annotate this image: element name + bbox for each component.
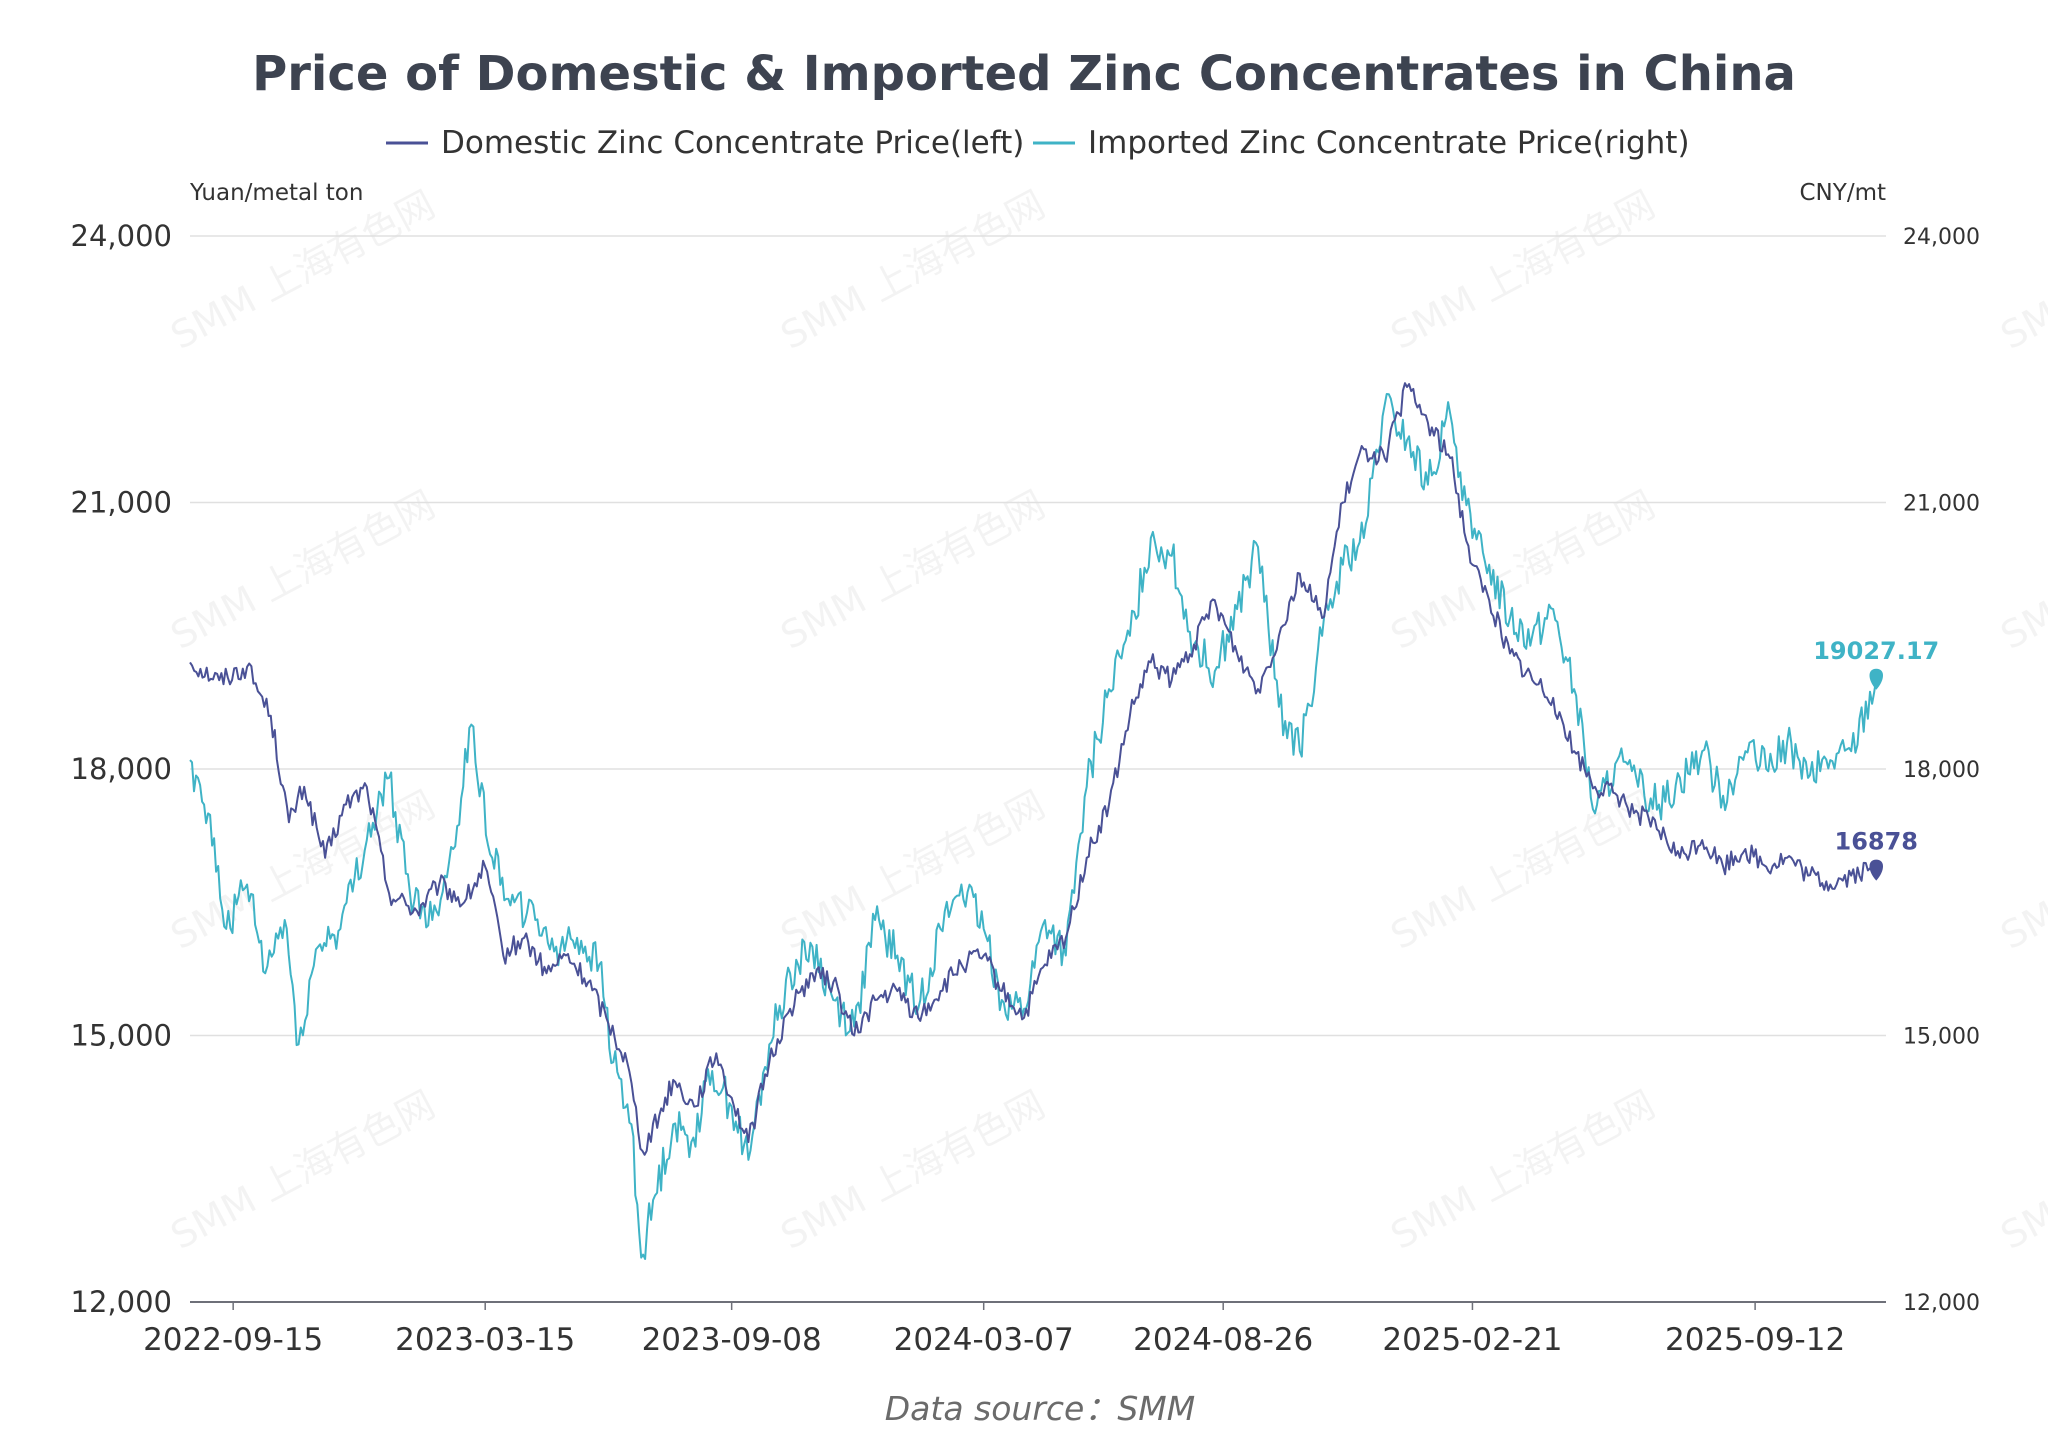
watermark-text: SMM 上海有色网 [1994,782,2048,958]
x-axis-ticks: 2022-09-15 2023-03-15 2023-09-08 2024-03-07… [143,1302,1845,1358]
y-left-ticks: 24,000 21,000 18,000 15,000 12,000 [71,219,172,1319]
legend-item-imported[interactable]: Imported Zinc Concentrate Price(right) [1033,125,1690,161]
y-right-tick-label: 15,000 [1903,1025,1980,1050]
legend: Domestic Zinc Concentrate Price(left) Im… [386,125,1690,161]
watermark-text: SMM 上海有色网 [164,182,442,358]
x-tick-label: 2025-09-12 [1665,1322,1845,1358]
end-label-imported: 19027.17 [1813,637,1939,665]
series-line-domestic[interactable] [189,382,1878,1156]
y-left-tick-label: 18,000 [71,752,172,786]
watermark-text: SMM 上海有色网 [774,782,1052,958]
end-marker-domestic [1869,859,1884,881]
legend-item-domestic[interactable]: Domestic Zinc Concentrate Price(left) [386,125,1024,161]
watermark-text: SMM 上海有色网 [164,482,442,658]
watermark-text: SMM 上海有色网 [774,182,1052,358]
watermark-layer: SMM 上海有色网 SMM 上海有色网 SMM 上海有色网 SMM 上海有色网 SMM … [164,182,2048,1258]
y-right-ticks: 24,000 21,000 18,000 15,000 12,000 [1903,225,1980,1316]
y-left-tick-label: 24,000 [71,219,172,253]
x-tick-label: 2025-02-21 [1382,1322,1562,1358]
watermark-text: SMM 上海有色网 [1384,782,1662,958]
series-layer: 19027.17 16878 [189,382,1939,1260]
y-right-tick-label: 24,000 [1903,225,1980,250]
watermark-text: SMM 上海有色网 [774,1082,1052,1258]
grid-lines [190,235,1886,1303]
end-marker-imported [1869,668,1884,690]
y-left-tick-label: 12,000 [71,1285,172,1319]
watermark-text: SMM 上海有色网 [164,1082,442,1258]
end-label-domestic: 16878 [1835,828,1919,856]
x-tick-label: 2022-09-15 [143,1322,323,1358]
watermark-text: SMM 上海有色网 [1994,1082,2048,1258]
y-left-tick-label: 15,000 [71,1019,172,1053]
y-left-tick-label: 21,000 [71,486,172,520]
y-right-tick-label: 12,000 [1903,1291,1980,1316]
watermark-text: SMM 上海有色网 [774,482,1052,658]
y-left-unit-label: Yuan/metal ton [189,180,363,206]
x-tick-label: 2023-03-15 [395,1322,575,1358]
watermark-text: SMM 上海有色网 [1384,1082,1662,1258]
data-source: Data source：SMM [885,1389,1196,1428]
x-tick-label: 2024-03-07 [894,1322,1074,1358]
series-line-imported[interactable] [189,393,1878,1260]
x-tick-label: 2024-08-26 [1133,1322,1313,1358]
legend-label-imported: Imported Zinc Concentrate Price(right) [1088,125,1690,161]
y-right-unit-label: CNY/mt [1800,180,1887,206]
y-right-tick-label: 18,000 [1903,758,1980,783]
chart-title: Price of Domestic & Imported Zinc Concen… [252,46,1796,102]
watermark-text: SMM 上海有色网 [1384,182,1662,358]
watermark-text: SMM 上海有色网 [1994,482,2048,658]
watermark-text: SMM 上海有色网 [1994,182,2048,358]
legend-label-domestic: Domestic Zinc Concentrate Price(left) [441,125,1024,161]
y-right-tick-label: 21,000 [1903,492,1980,517]
x-tick-label: 2023-09-08 [642,1322,822,1358]
